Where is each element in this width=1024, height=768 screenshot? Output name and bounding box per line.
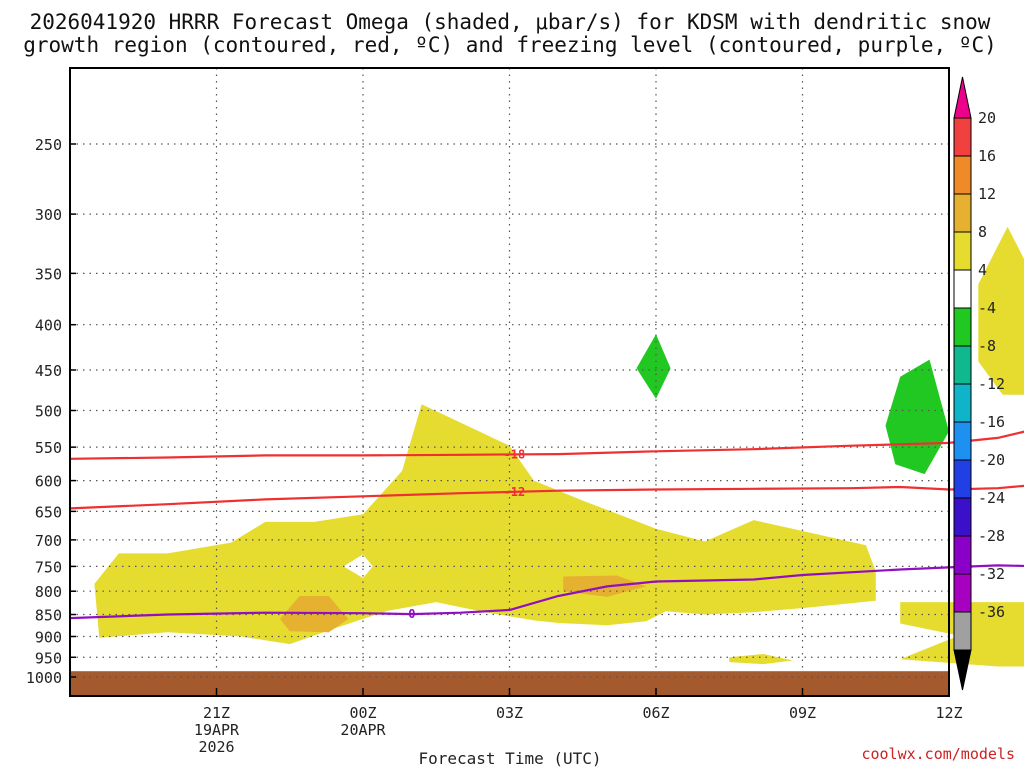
colorbar-box-12 bbox=[953, 573, 972, 613]
y-tick-label-700: 700 bbox=[35, 532, 62, 550]
colorbar-label-6: -8 bbox=[978, 337, 996, 355]
y-tick-label-950: 950 bbox=[35, 649, 62, 667]
colorbar-label-1: 16 bbox=[978, 147, 996, 165]
contour-label--12: -12 bbox=[504, 485, 526, 499]
y-tick-label-500: 500 bbox=[35, 403, 62, 421]
x-tick-date-21Z: 19APR bbox=[194, 721, 240, 739]
colorbar-box-1 bbox=[953, 155, 972, 195]
colorbar-min-triangle bbox=[953, 649, 972, 691]
colorbar-box-9 bbox=[953, 459, 972, 499]
colorbar-box-3 bbox=[953, 231, 972, 271]
colorbar-box-8 bbox=[953, 421, 972, 461]
colorbar-label-7: -12 bbox=[978, 375, 1005, 393]
colorbar-box-5 bbox=[953, 307, 972, 347]
y-tick-label-750: 750 bbox=[35, 558, 62, 576]
y-axis: 250 300 350 400 450 500 550 600 650 700 750 800 850 9… bbox=[26, 136, 76, 687]
colorbar-box-7 bbox=[953, 383, 972, 423]
y-tick-label-600: 600 bbox=[35, 473, 62, 491]
colorbar-label-3: 8 bbox=[978, 223, 987, 241]
y-tick-label-650: 650 bbox=[35, 503, 62, 521]
omega-region-1 bbox=[280, 596, 349, 633]
y-tick-label-450: 450 bbox=[35, 362, 62, 380]
y-tick-label-350: 350 bbox=[35, 265, 62, 283]
colorbar-max-triangle bbox=[953, 76, 972, 119]
x-tick-label-09Z: 09Z bbox=[789, 704, 816, 722]
x-tick-label-00Z: 00Z bbox=[349, 704, 376, 722]
x-tick-year-21Z: 2026 bbox=[198, 738, 234, 756]
colorbar-box-2 bbox=[953, 193, 972, 233]
y-tick-label-250: 250 bbox=[35, 136, 62, 154]
y-tick-label-800: 800 bbox=[35, 583, 62, 601]
colorbar-label-8: -16 bbox=[978, 413, 1005, 431]
contour--18 bbox=[69, 430, 1024, 460]
omega-region-4 bbox=[978, 226, 1024, 395]
colorbar-box-10 bbox=[953, 497, 972, 537]
x-tick-label-21Z: 21Z bbox=[203, 704, 230, 722]
colorbar-box-4 bbox=[953, 269, 972, 309]
colorbar-label-12: -32 bbox=[978, 565, 1005, 583]
colorbar-label-2: 12 bbox=[978, 185, 996, 203]
chart-title-line-2: growth region (contoured, red, ºC) and f… bbox=[23, 33, 997, 57]
omega-region-0 bbox=[94, 404, 876, 645]
x-tick-label-12Z: 12Z bbox=[935, 704, 962, 722]
contour-label-0: 0 bbox=[408, 607, 415, 621]
colorbar-label-9: -20 bbox=[978, 451, 1005, 469]
y-tick-label-850: 850 bbox=[35, 607, 62, 625]
chart-title-line-1: 2026041920 HRRR Forecast Omega (shaded, … bbox=[30, 10, 991, 34]
x-tick-date-00Z: 20APR bbox=[340, 721, 386, 739]
contour-label--18: -18 bbox=[504, 447, 526, 461]
x-tick-label-06Z: 06Z bbox=[642, 704, 669, 722]
y-tick-label-300: 300 bbox=[35, 206, 62, 224]
colorbar-box-0 bbox=[953, 117, 972, 157]
omega-region-7 bbox=[885, 359, 949, 475]
colorbar: 20 16 12 8 4 -4 -8 -12 -16 -20 -24 -28 -32 -36 bbox=[953, 76, 1005, 691]
colorbar-label-0: 20 bbox=[978, 109, 996, 127]
colorbar-box-11 bbox=[953, 535, 972, 575]
x-axis-title: Forecast Time (UTC) bbox=[418, 749, 601, 768]
colorbar-label-13: -36 bbox=[978, 603, 1005, 621]
colorbar-label-10: -24 bbox=[978, 489, 1005, 507]
y-tick-label-1000: 1000 bbox=[26, 669, 62, 687]
credit-text: coolwx.com/models bbox=[861, 745, 1015, 763]
colorbar-label-5: -4 bbox=[978, 299, 996, 317]
omega-region-5 bbox=[729, 654, 793, 665]
y-tick-label-550: 550 bbox=[35, 439, 62, 457]
omega-region-6 bbox=[636, 334, 671, 399]
colorbar-label-4: 4 bbox=[978, 261, 987, 279]
omega-shading bbox=[70, 226, 1024, 696]
colorbar-box-13 bbox=[953, 611, 972, 651]
colorbar-label-11: -28 bbox=[978, 527, 1005, 545]
x-tick-label-03Z: 03Z bbox=[496, 704, 523, 722]
contour-0 bbox=[69, 564, 1024, 620]
colorbar-box-6 bbox=[953, 345, 972, 385]
y-tick-label-900: 900 bbox=[35, 628, 62, 646]
y-tick-label-400: 400 bbox=[35, 317, 62, 335]
